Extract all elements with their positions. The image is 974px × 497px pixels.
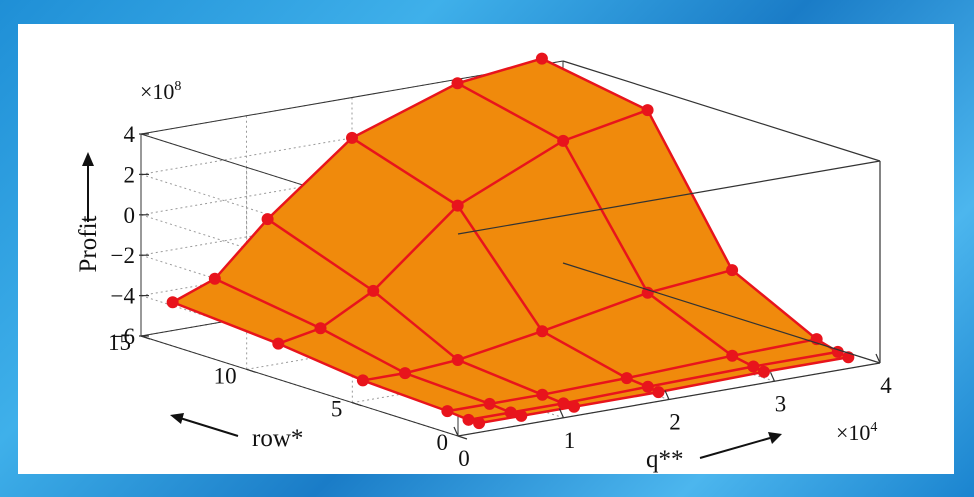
x-tick-label: 3 — [775, 391, 787, 416]
z-tick-label: −2 — [111, 243, 135, 268]
data-point-marker — [557, 397, 570, 410]
y-tick-mark — [140, 335, 151, 340]
z-tick-label: 0 — [124, 203, 136, 228]
mesh-line-row — [447, 337, 817, 413]
data-point-marker — [747, 360, 760, 373]
z-axis-arrow — [82, 152, 94, 222]
x-tick-label: 4 — [880, 373, 892, 398]
data-point-marker — [208, 272, 221, 285]
data-point-marker — [441, 405, 454, 418]
y-tick-label: 5 — [331, 397, 343, 422]
data-point-marker — [261, 213, 274, 226]
data-point-marker — [641, 380, 654, 393]
x-tick-label: 0 — [458, 446, 470, 471]
x-tick-mark — [875, 353, 881, 364]
box-edge-front — [457, 160, 881, 235]
data-point-marker — [535, 52, 548, 65]
data-point-marker — [451, 353, 464, 366]
data-point-marker — [515, 409, 528, 422]
y-tick-mark — [457, 435, 468, 440]
data-point-marker — [451, 199, 464, 212]
data-point-marker — [451, 77, 464, 90]
data-point-marker — [726, 264, 739, 277]
chart-panel: 4 2 0 −2 −4 −6 0 1 2 3 4 0 5 10 15 ×108 ×104 Profit ro… — [18, 24, 954, 474]
data-point-marker — [346, 131, 358, 144]
data-markers — [166, 52, 855, 430]
data-point-marker — [652, 386, 665, 399]
data-point-marker — [557, 134, 570, 147]
x-axis-label: q** — [646, 446, 684, 473]
data-point-marker — [757, 365, 770, 378]
z-multiplier-exponent: 8 — [174, 79, 181, 94]
tick-labels: 4 2 0 −2 −4 −6 0 1 2 3 4 0 5 10 15 — [108, 122, 892, 471]
y-tick-label: 0 — [437, 430, 449, 455]
y-axis-arrow — [170, 413, 239, 437]
data-point-marker — [483, 397, 496, 410]
x-multiplier-exponent: 4 — [870, 420, 877, 435]
data-point-marker — [399, 367, 412, 380]
y-tick-mark — [246, 368, 256, 373]
x-tick-mark — [453, 426, 459, 437]
mesh-line-row — [468, 350, 838, 422]
data-point-marker — [568, 400, 581, 413]
data-point-marker — [641, 104, 654, 117]
data-point-marker — [314, 322, 327, 335]
mesh-line-row — [172, 57, 543, 304]
z-tick-label: −6 — [111, 324, 135, 349]
data-point-marker — [367, 284, 380, 297]
x-tick-label: 2 — [669, 410, 681, 435]
data-point-marker — [504, 406, 517, 419]
data-point-marker — [536, 388, 549, 401]
y-tick-label: 10 — [214, 363, 237, 388]
y-axis-label: row* — [252, 425, 303, 452]
x-axis-arrow — [699, 432, 782, 459]
mesh-line-row — [362, 268, 733, 382]
x-multiplier-label: ×104 — [836, 420, 877, 445]
y-tick-label: 15 — [108, 330, 131, 355]
z-axis-label: Profit — [75, 215, 102, 272]
z-tick-label: 2 — [124, 162, 136, 187]
data-point-marker — [462, 413, 475, 426]
data-point-marker — [166, 296, 179, 309]
data-point-marker — [473, 417, 486, 430]
z-tick-label: 4 — [124, 122, 136, 147]
data-point-marker — [641, 286, 654, 299]
data-point-marker — [620, 372, 633, 385]
data-point-marker — [831, 345, 844, 358]
box-edge-front — [562, 262, 881, 364]
box-edge-front — [562, 60, 881, 162]
z-multiplier-label: ×108 — [140, 79, 181, 104]
x-tick-label: 1 — [564, 428, 576, 453]
box-edge-back — [140, 335, 459, 437]
y-tick-mark — [352, 402, 362, 407]
surface-chart: 4 2 0 −2 −4 −6 0 1 2 3 4 0 5 10 15 ×108 ×104 Profit ro… — [75, 52, 892, 473]
data-point-marker — [726, 349, 739, 362]
z-tick-label: −4 — [111, 284, 136, 309]
x-tick-mark — [769, 372, 776, 382]
data-point-marker — [272, 337, 285, 350]
x-tick-mark — [664, 390, 670, 400]
x-tick-mark — [558, 408, 565, 418]
data-point-marker — [536, 325, 549, 338]
data-point-marker — [356, 374, 369, 387]
mesh-line-row — [277, 108, 648, 345]
